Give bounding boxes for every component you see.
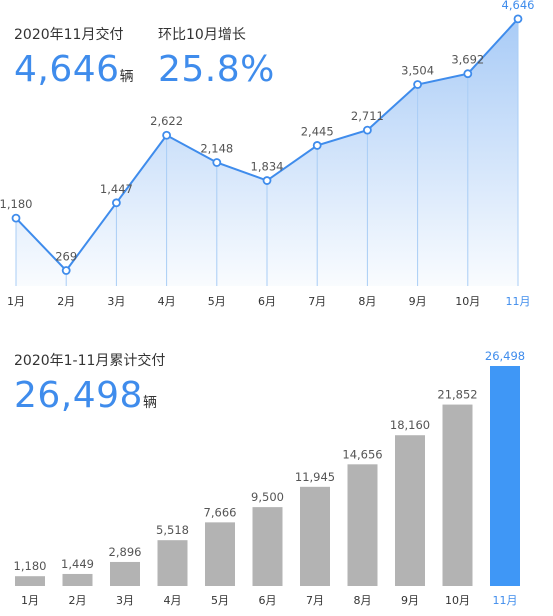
cumulative-bar	[442, 404, 473, 586]
cumulative-x-label: 5月	[211, 594, 229, 607]
cumulative-x-label: 4月	[164, 594, 182, 607]
cumulative-bar	[205, 522, 235, 586]
delivery-value-label: 1,834	[251, 160, 284, 174]
cumulative-value-label: 11,945	[295, 470, 335, 484]
cumulative-x-label: 11月	[493, 594, 518, 607]
delivery-point	[112, 198, 121, 208]
delivery-value-label: 2,148	[200, 141, 233, 155]
cumulative-delivery-unit: 辆	[142, 395, 157, 411]
cumulative-bar	[490, 366, 520, 586]
monthly-delivery-figure: 4,646辆	[14, 52, 134, 88]
delivery-value-label: 4,646	[502, 0, 535, 12]
cumulative-bar	[347, 464, 378, 586]
cumulative-x-label: 8月	[354, 594, 372, 607]
delivery-x-label: 11月	[506, 295, 531, 308]
delivery-point	[212, 158, 222, 167]
cumulative-value-label: 1,180	[14, 559, 47, 573]
delivery-value-label: 3,692	[451, 53, 484, 67]
delivery-point	[413, 80, 423, 89]
cumulative-bar	[300, 486, 330, 586]
delivery-value-label: 2,445	[301, 124, 334, 138]
cumulative-x-label: 10月	[445, 594, 470, 607]
cumulative-value-label: 9,500	[251, 490, 284, 504]
delivery-area-fill	[16, 18, 518, 286]
cumulative-bar	[252, 507, 283, 586]
delivery-point	[463, 69, 473, 79]
cumulative-x-label: 2月	[69, 594, 87, 607]
delivery-point	[162, 130, 172, 140]
cumulative-value-label: 21,852	[437, 388, 477, 402]
growth-label: 环比10月增长	[158, 27, 246, 43]
delivery-x-label: 4月	[158, 295, 176, 308]
cumulative-value-label: 7,666	[204, 505, 237, 519]
delivery-point	[362, 125, 372, 135]
delivery-value-label: 1,447	[100, 182, 133, 196]
cumulative-delivery-label: 2020年1-11月累计交付	[14, 353, 166, 369]
cumulative-bar	[15, 576, 45, 586]
delivery-point	[312, 141, 322, 150]
delivery-x-label: 3月	[107, 295, 125, 308]
growth-value: 25.8%	[158, 49, 275, 90]
delivery-value-label: 3,504	[401, 64, 434, 78]
cumulative-value-label: 14,656	[342, 447, 382, 461]
delivery-point	[262, 176, 272, 185]
delivery-value-label: 2,711	[351, 109, 384, 123]
cumulative-x-label: 1月	[21, 594, 39, 607]
cumulative-delivery-chart: 1,180 1,449 2,896 5,518 7,666 9,500 11,945 14,6…	[14, 349, 526, 607]
cumulative-delivery-figure: 26,498辆	[14, 378, 157, 414]
delivery-point	[513, 14, 523, 24]
delivery-x-label: 10月	[455, 295, 480, 308]
delivery-point	[11, 213, 21, 223]
cumulative-bar	[110, 561, 140, 586]
delivery-x-label: 5月	[208, 295, 226, 308]
delivery-value-label: 2,622	[150, 114, 183, 128]
delivery-x-label: 7月	[308, 295, 326, 308]
monthly-delivery-unit: 辆	[119, 69, 134, 85]
cumulative-value-label: 1,449	[61, 557, 94, 571]
delivery-value-label: 1,180	[0, 197, 32, 211]
cumulative-x-label: 7月	[306, 594, 324, 607]
monthly-delivery-chart: 1,180 269 1,447 2,622 2,148 1,834 2,445 2,711 3,…	[0, 0, 535, 308]
cumulative-x-label: 9月	[401, 594, 419, 607]
cumulative-x-label: 6月	[259, 594, 277, 607]
delivery-x-label: 8月	[358, 295, 376, 308]
monthly-delivery-value: 4,646	[14, 49, 120, 90]
delivery-x-label: 6月	[258, 295, 276, 308]
delivery-x-label: 1月	[7, 295, 25, 308]
cumulative-value-label: 18,160	[390, 418, 430, 432]
delivery-x-label: 2月	[57, 295, 75, 308]
cumulative-bar	[157, 540, 188, 586]
cumulative-x-label: 3月	[116, 594, 134, 607]
cumulative-value-label: 5,518	[156, 523, 189, 537]
monthly-delivery-label: 2020年11月交付	[14, 27, 124, 43]
cumulative-delivery-value: 26,498	[14, 375, 143, 416]
cumulative-bar	[395, 435, 425, 586]
cumulative-value-label: 2,896	[109, 545, 142, 559]
delivery-x-label: 9月	[409, 295, 427, 308]
delivery-value-label: 269	[55, 250, 77, 264]
cumulative-value-label: 26,498	[485, 349, 525, 363]
cumulative-bar	[62, 573, 93, 586]
delivery-point	[61, 266, 71, 275]
